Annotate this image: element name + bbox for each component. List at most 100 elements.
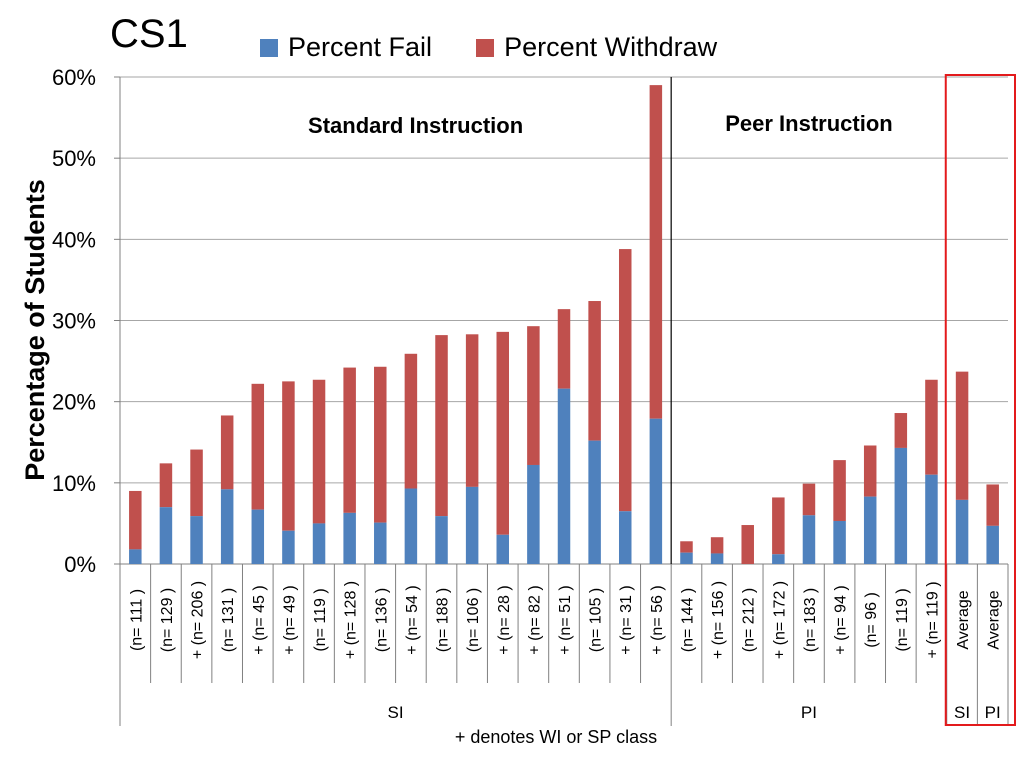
x-tick-label: + (n= 172 ) bbox=[771, 581, 788, 659]
bar-fail bbox=[649, 418, 663, 564]
bar-fail bbox=[680, 552, 693, 564]
bar-fail bbox=[833, 520, 846, 564]
bar-fail bbox=[343, 512, 356, 564]
chart-title: CS1 bbox=[110, 12, 188, 56]
bar-fail bbox=[220, 489, 234, 564]
x-tick-label: + (n= 28 ) bbox=[496, 585, 513, 654]
bar-withdraw bbox=[618, 249, 632, 512]
bar-withdraw bbox=[894, 413, 908, 448]
x-tick-label: + (n= 31 ) bbox=[618, 585, 635, 654]
x-tick-label: (n= 119 ) bbox=[894, 588, 911, 651]
x-tick-label: + (n= 206 ) bbox=[190, 581, 207, 659]
bar-fail bbox=[710, 553, 724, 564]
group-label: SI bbox=[388, 703, 404, 722]
legend-label-fail: Percent Fail bbox=[288, 32, 433, 62]
x-tick-label: + (n= 45 ) bbox=[251, 585, 268, 654]
bar-withdraw bbox=[955, 371, 969, 500]
x-tick-label: Average bbox=[986, 590, 1003, 649]
x-tick-label: (n= 183 ) bbox=[802, 588, 819, 652]
bar-fail bbox=[159, 507, 173, 564]
bar-fail bbox=[404, 488, 418, 564]
bar-fail bbox=[894, 447, 908, 564]
y-tick-label: 20% bbox=[52, 390, 96, 415]
group-label: PI bbox=[801, 703, 817, 722]
bar-withdraw bbox=[833, 460, 846, 521]
bar-withdraw bbox=[465, 334, 479, 487]
bar-fail bbox=[282, 530, 295, 564]
bar-withdraw bbox=[710, 537, 724, 554]
legend-swatch-withdraw bbox=[476, 38, 495, 57]
x-tick-label: + (n= 128 ) bbox=[343, 581, 360, 659]
x-tick-label: (n= 212 ) bbox=[741, 588, 758, 652]
bar-fail bbox=[190, 516, 203, 564]
bar-fail bbox=[863, 496, 877, 564]
bar-withdraw bbox=[496, 331, 510, 535]
bar-withdraw bbox=[220, 415, 234, 490]
bar-withdraw bbox=[588, 301, 601, 441]
x-tick-label: + (n= 119 ) bbox=[924, 581, 941, 658]
x-tick-label: + (n= 156 ) bbox=[710, 581, 727, 659]
bar-fail bbox=[374, 522, 387, 564]
x-tick-label: (n= 144 ) bbox=[679, 588, 696, 652]
x-tick-label: + (n= 54 ) bbox=[404, 585, 421, 654]
footnote: + denotes WI or SP class bbox=[455, 727, 657, 747]
y-axis-title: Percentage of Students bbox=[20, 179, 50, 481]
x-tick-label: (n= 96 ) bbox=[863, 592, 880, 648]
region-label-standard: Standard Instruction bbox=[308, 113, 523, 138]
legend-label-withdraw: Percent Withdraw bbox=[504, 32, 718, 62]
bar-fail bbox=[986, 525, 999, 564]
bar-withdraw bbox=[282, 381, 295, 531]
y-tick-label: 40% bbox=[52, 227, 96, 252]
bar-withdraw bbox=[374, 366, 387, 523]
bar-fail bbox=[618, 511, 632, 564]
x-tick-label: (n= 119 ) bbox=[312, 588, 329, 651]
bar-fail bbox=[557, 388, 571, 564]
x-tick-label: (n= 136 ) bbox=[373, 588, 390, 652]
x-tick-label: + (n= 49 ) bbox=[281, 585, 298, 654]
y-tick-label: 50% bbox=[52, 146, 96, 171]
x-tick-label: (n= 106 ) bbox=[465, 588, 482, 652]
bar-withdraw bbox=[680, 541, 693, 553]
bar-withdraw bbox=[404, 353, 418, 489]
region-label-peer: Peer Instruction bbox=[725, 111, 892, 136]
bar-withdraw bbox=[159, 463, 173, 508]
bar-withdraw bbox=[863, 445, 877, 497]
x-tick-label: (n= 188 ) bbox=[435, 588, 452, 652]
bar-fail bbox=[527, 464, 540, 564]
x-tick-label: (n= 129 ) bbox=[159, 588, 176, 652]
averages-highlight-box bbox=[944, 74, 1016, 726]
x-tick-label: + (n= 51 ) bbox=[557, 585, 574, 654]
y-tick-label: 10% bbox=[52, 471, 96, 496]
y-tick-label: 30% bbox=[52, 309, 96, 334]
x-tick-label: + (n= 56 ) bbox=[649, 585, 666, 654]
group-label: PI bbox=[985, 703, 1001, 722]
bar-withdraw bbox=[435, 335, 448, 517]
y-tick-label: 60% bbox=[52, 65, 96, 90]
bar-fail bbox=[312, 523, 326, 564]
bar-withdraw bbox=[986, 484, 999, 526]
bar-withdraw bbox=[190, 449, 203, 517]
x-tick-label: + (n= 94 ) bbox=[833, 585, 850, 654]
bar-fail bbox=[251, 509, 265, 564]
x-tick-label: (n= 105 ) bbox=[588, 588, 605, 652]
bar-fail bbox=[496, 534, 510, 564]
bar-withdraw bbox=[129, 490, 142, 550]
bar-withdraw bbox=[343, 367, 356, 513]
bar-withdraw bbox=[649, 85, 663, 419]
bar-fail bbox=[465, 486, 479, 564]
bar-withdraw bbox=[925, 379, 938, 475]
legend-item-withdraw: Percent Withdraw bbox=[476, 32, 717, 63]
x-tick-label: Average bbox=[955, 590, 972, 649]
bar-fail bbox=[955, 499, 969, 564]
bar-withdraw bbox=[772, 497, 785, 555]
legend-swatch-fail bbox=[260, 38, 278, 57]
bar-withdraw bbox=[527, 326, 540, 465]
bar-fail bbox=[588, 440, 601, 564]
bar-withdraw bbox=[741, 525, 754, 564]
bar-fail bbox=[802, 515, 816, 564]
x-tick-label: (n= 111 ) bbox=[128, 589, 145, 651]
x-tick-label: (n= 131 ) bbox=[220, 588, 237, 652]
bar-withdraw bbox=[312, 379, 326, 524]
bar-fail bbox=[129, 549, 142, 564]
